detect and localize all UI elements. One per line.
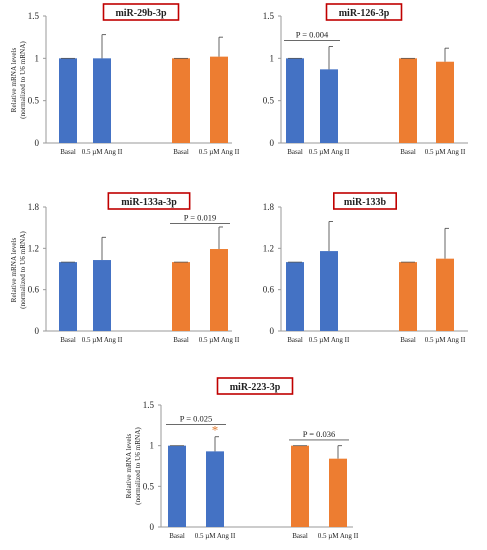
bar <box>291 445 309 527</box>
bar <box>399 262 417 331</box>
y-tick-label: 1 <box>270 53 275 63</box>
y-tick-label: 0 <box>35 326 40 336</box>
bar <box>320 69 338 143</box>
significance-star: * <box>212 423 219 438</box>
chart-panel-mir-133a-3p: 0 0.6 1.2 1.8 Relative mRNA levels(normalize… <box>10 192 240 344</box>
y-tick-label: 1.8 <box>263 202 275 212</box>
y-axis-label: Relative mRNA levels(normalized to U6 mR… <box>10 231 27 309</box>
chart-title: miR-223-3p <box>230 382 281 393</box>
y-tick-label: 0.5 <box>263 96 275 106</box>
category-label: Basal <box>287 148 303 156</box>
chart-panel-mir-126-3p: 0 0.5 1 1.5 Basal 0.5 µM Ang II Basal 0.5 µM An… <box>263 3 468 156</box>
category-label: Basal <box>400 336 416 344</box>
p-value-label: P = 0.036 <box>303 429 336 439</box>
category-label: Basal <box>292 532 308 540</box>
category-label: 0.5 µM Ang II <box>199 336 240 344</box>
category-label: 0.5 µM Ang II <box>309 148 350 156</box>
bar <box>210 56 228 143</box>
category-label: 0.5 µM Ang II <box>82 336 123 344</box>
bar <box>59 262 77 331</box>
y-tick-label: 1.5 <box>263 11 275 21</box>
p-value-label: P = 0.025 <box>180 414 213 424</box>
bar <box>210 249 228 331</box>
category-label: 0.5 µM Ang II <box>318 532 359 540</box>
category-label: Basal <box>400 148 416 156</box>
chart-panel-mir-223-3p: 0 0.5 1 1.5 Relative mRNA levels(normalized … <box>125 377 359 540</box>
category-label: 0.5 µM Ang II <box>309 336 350 344</box>
category-label: 0.5 µM Ang II <box>425 148 466 156</box>
bar <box>168 445 186 527</box>
category-label: 0.5 µM Ang II <box>82 148 123 156</box>
chart-title: miR-133a-3p <box>121 197 177 208</box>
bar <box>286 262 304 331</box>
bar <box>436 258 454 331</box>
y-tick-label: 0.6 <box>263 285 275 295</box>
chart-title: miR-126-3p <box>339 8 390 19</box>
bar <box>436 61 454 143</box>
p-value-label: P = 0.004 <box>296 30 329 40</box>
chart-title-box <box>325 3 403 21</box>
chart-title-box <box>102 3 180 21</box>
bar <box>172 262 190 331</box>
bar <box>93 260 111 331</box>
y-tick-label: 1 <box>35 53 40 63</box>
category-label: 0.5 µM Ang II <box>425 336 466 344</box>
y-tick-label: 0.6 <box>28 285 40 295</box>
category-label: Basal <box>60 336 76 344</box>
y-tick-label: 0 <box>270 326 275 336</box>
y-tick-label: 0 <box>35 138 40 148</box>
chart-title-box <box>332 192 397 210</box>
bar <box>329 458 347 527</box>
y-tick-label: 1.8 <box>28 202 40 212</box>
chart-panel-mir-133b: 0 0.6 1.2 1.8 Basal 0.5 µM Ang II Basal 0.5 µM … <box>263 192 468 344</box>
y-tick-label: 1.5 <box>28 11 40 21</box>
y-tick-label: 0.5 <box>28 96 40 106</box>
bar <box>206 451 224 527</box>
y-axis-label: Relative mRNA levels(normalized to U6 mR… <box>10 41 27 119</box>
chart-title-box <box>216 377 294 395</box>
chart-title-box <box>107 192 191 210</box>
y-tick-label: 0 <box>150 522 155 532</box>
bar <box>59 58 77 144</box>
category-label: Basal <box>169 532 185 540</box>
y-tick-label: 1.5 <box>143 400 155 410</box>
bar <box>286 58 304 144</box>
y-tick-label: 0 <box>270 138 275 148</box>
y-tick-label: 1 <box>150 441 155 451</box>
category-label: 0.5 µM Ang II <box>195 532 236 540</box>
bar <box>172 58 190 144</box>
category-label: Basal <box>60 148 76 156</box>
bar <box>399 58 417 144</box>
y-axis-label: Relative mRNA levels(normalized to U6 mR… <box>125 427 142 505</box>
p-value-label: P = 0.019 <box>184 213 217 223</box>
y-tick-label: 0.5 <box>143 481 155 491</box>
chart-title: miR-29b-3p <box>115 8 167 19</box>
y-tick-label: 1.2 <box>28 243 39 253</box>
category-label: Basal <box>173 148 189 156</box>
chart-panel-mir-29b-3p: 0 0.5 1 1.5 Relative mRNA levels(normalized … <box>10 3 240 156</box>
bar <box>320 251 338 331</box>
chart-title: miR-133b <box>344 197 387 208</box>
bar <box>93 58 111 144</box>
y-tick-label: 1.2 <box>263 243 274 253</box>
category-label: 0.5 µM Ang II <box>199 148 240 156</box>
category-label: Basal <box>287 336 303 344</box>
category-label: Basal <box>173 336 189 344</box>
